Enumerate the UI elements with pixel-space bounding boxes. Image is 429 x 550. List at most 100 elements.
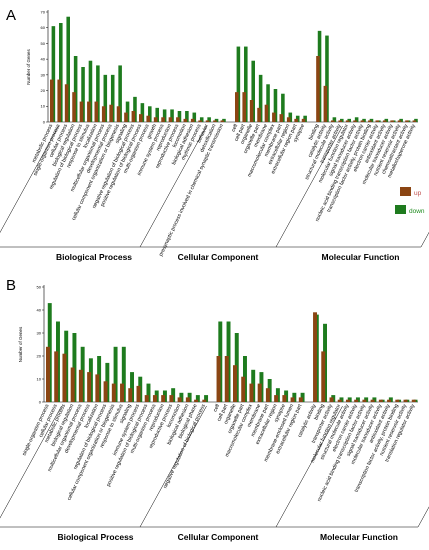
group-separator (275, 405, 343, 528)
bar-up (205, 120, 210, 122)
bar-up (331, 120, 335, 122)
bar-up (360, 120, 365, 122)
group-separator (417, 506, 429, 528)
y-tick-label: 10 (37, 376, 42, 381)
bar-down (103, 74, 108, 122)
bar-down (273, 89, 278, 122)
bar-up (46, 346, 50, 402)
bar-up (257, 107, 261, 122)
bar-up (183, 118, 188, 122)
bar-up (282, 395, 287, 402)
bar-up (161, 117, 165, 122)
bar-up (101, 106, 106, 122)
legend-label-down: down (409, 208, 425, 215)
bar-up (120, 383, 124, 402)
y-tick-label: 60 (41, 25, 46, 30)
bar-up (362, 399, 367, 402)
bar-up (274, 395, 279, 402)
bar-up (169, 395, 174, 402)
bar-up (249, 383, 254, 402)
bar-up (411, 399, 416, 402)
bar-down (148, 106, 152, 122)
bar-down (155, 107, 159, 122)
legend-swatch-up (400, 187, 411, 196)
bar-up (412, 120, 417, 122)
bar-up (64, 84, 69, 122)
bar-down (113, 346, 118, 402)
bar-up (216, 356, 221, 402)
bar-up (316, 56, 320, 122)
bar-up (301, 118, 306, 122)
bar-up (249, 100, 254, 122)
bar-up (87, 372, 92, 402)
bar-down (266, 84, 270, 122)
y-tick-label: 20 (37, 353, 42, 358)
bar-up (224, 356, 229, 402)
bar-up (57, 79, 61, 122)
bar-up (146, 115, 150, 122)
bar-down (81, 67, 85, 122)
bar-down (244, 46, 248, 123)
bar-up (294, 118, 298, 122)
bar-down (96, 65, 100, 122)
bar-down (162, 109, 167, 122)
group-separator (275, 125, 343, 248)
group-label: Molecular Function (322, 252, 400, 262)
bar-down (88, 60, 93, 122)
bar-up (176, 117, 180, 122)
bar-up (109, 104, 113, 122)
bar-up (321, 351, 326, 402)
group-separator (139, 125, 207, 248)
bar-down (140, 103, 145, 122)
bar-up (95, 374, 100, 402)
bar-up (241, 376, 246, 402)
bar-up (397, 120, 402, 122)
panel-letter: B (6, 277, 16, 294)
bar-down (177, 111, 182, 122)
bar-up (345, 399, 350, 402)
bar-up (345, 120, 350, 122)
bar-up (405, 120, 409, 122)
bar-up (233, 365, 237, 402)
legend: up down (395, 187, 425, 215)
bar-up (354, 399, 359, 402)
bar-up (390, 120, 394, 122)
bar-down (281, 93, 285, 122)
bar-up (78, 369, 83, 402)
bar-down (192, 112, 197, 122)
y-tick-label: 50 (37, 284, 42, 289)
bar-down (325, 35, 329, 123)
bar-up (70, 367, 75, 402)
bar-up (202, 399, 207, 402)
bar-up (213, 120, 217, 122)
y-axis-label: Number of Genes (18, 326, 23, 362)
bar-up (220, 120, 225, 122)
y-tick-label: 70 (41, 9, 46, 14)
bar-down (204, 395, 209, 402)
bar-up (272, 112, 276, 122)
bar-down (251, 60, 255, 122)
bar-up (111, 383, 116, 402)
bar-up (387, 399, 392, 402)
y-axis-label: Number of Genes (26, 48, 31, 84)
group-separator (420, 231, 429, 248)
bar-up (194, 399, 199, 402)
bar-up (62, 353, 67, 402)
bar-up (87, 101, 91, 122)
bar-up (279, 114, 284, 122)
y-tick-label: 40 (37, 307, 42, 312)
bar-up (403, 399, 408, 402)
legend-swatch-down (395, 205, 406, 214)
bar-up (94, 101, 99, 122)
bar-up (198, 120, 202, 122)
bar-up (54, 351, 59, 402)
bar-up (286, 117, 291, 122)
bar-up (378, 399, 383, 402)
y-tick-label: 30 (41, 72, 46, 77)
bar-down (207, 117, 211, 122)
bar-down (73, 56, 78, 122)
bar-down (125, 101, 130, 122)
group-label: Biological Process (57, 532, 133, 542)
